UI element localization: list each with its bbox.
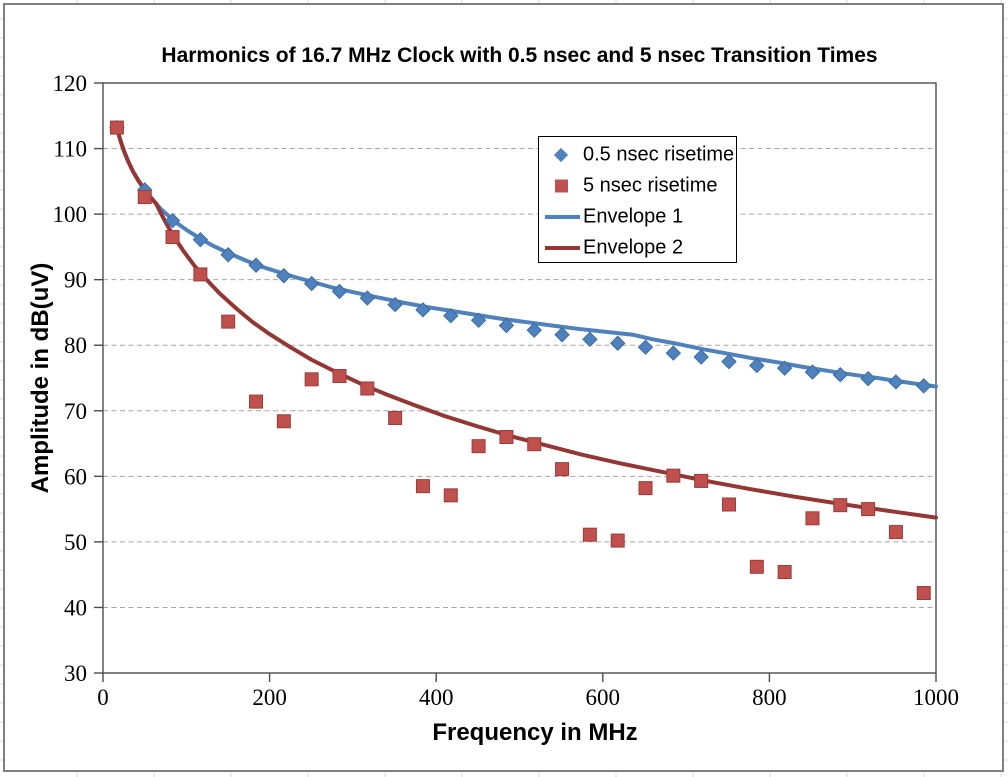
legend-line-swatch: [545, 214, 580, 219]
legend-item-envelope-2: Envelope 2: [539, 232, 736, 263]
marker-5-nsec-risetime: [888, 525, 903, 540]
marker-5-nsec-risetime: [249, 394, 264, 409]
marker-5-nsec-risetime: [749, 559, 764, 574]
marker-5-nsec-risetime: [221, 314, 236, 329]
marker-5-nsec-risetime: [638, 481, 653, 496]
x-tick-label: 800: [752, 685, 787, 710]
x-tick-label: 400: [419, 685, 454, 710]
marker-0-5-nsec-risetime: [832, 367, 848, 383]
x-tick-label: 600: [586, 685, 621, 710]
marker-5-nsec-risetime: [165, 230, 180, 245]
marker-5-nsec-risetime: [137, 190, 152, 205]
marker-5-nsec-risetime: [610, 533, 625, 548]
marker-5-nsec-risetime: [833, 498, 848, 513]
legend-square-marker: [555, 179, 568, 192]
marker-5-nsec-risetime: [388, 410, 403, 425]
marker-0-5-nsec-risetime: [693, 349, 709, 365]
marker-0-5-nsec-risetime: [804, 364, 821, 380]
marker-0-5-nsec-risetime: [554, 327, 570, 343]
y-tick-label: 90: [64, 268, 87, 293]
chart-title: Harmonics of 16.7 MHz Clock with 0.5 nse…: [161, 44, 878, 67]
marker-5-nsec-risetime: [109, 120, 124, 135]
marker-0-5-nsec-risetime: [164, 212, 181, 229]
y-tick-label: 80: [64, 333, 87, 358]
marker-0-5-nsec-risetime: [359, 290, 376, 306]
y-tick-label: 120: [53, 71, 88, 96]
marker-5-nsec-risetime: [415, 479, 430, 494]
marker-5-nsec-risetime: [443, 488, 458, 503]
marker-0-5-nsec-risetime: [916, 378, 932, 394]
marker-5-nsec-risetime: [276, 414, 291, 429]
x-tick-label: 0: [97, 685, 109, 710]
legend-diamond-marker: [553, 147, 569, 162]
legend-label: 0.5 nsec risetime: [583, 143, 735, 165]
marker-0-5-nsec-risetime: [610, 335, 626, 351]
marker-5-nsec-risetime: [777, 565, 792, 580]
marker-0-5-nsec-risetime: [888, 374, 904, 390]
marker-0-5-nsec-risetime: [303, 275, 320, 292]
line-series-envelope-1: [114, 125, 938, 389]
legend-item-0-5-nsec-risetime: 0.5 nsec risetime: [539, 139, 736, 170]
marker-0-5-nsec-risetime: [749, 357, 765, 374]
marker-0-5-nsec-risetime: [276, 268, 292, 284]
marker-5-nsec-risetime: [666, 468, 681, 483]
x-tick-label: 200: [252, 685, 287, 710]
marker-5-nsec-risetime: [193, 267, 208, 282]
legend-line-swatch: [545, 245, 580, 250]
marker-5-nsec-risetime: [721, 497, 736, 512]
marker-0-5-nsec-risetime: [443, 308, 459, 324]
marker-5-nsec-risetime: [527, 437, 542, 452]
marker-0-5-nsec-risetime: [526, 322, 542, 338]
x-tick-label: 1000: [913, 685, 959, 710]
marker-0-5-nsec-risetime: [331, 283, 348, 300]
marker-5-nsec-risetime: [916, 586, 931, 601]
marker-0-5-nsec-risetime: [248, 257, 264, 273]
plot-frame: [102, 82, 937, 674]
marker-0-5-nsec-risetime: [220, 247, 236, 263]
y-tick-label: 110: [53, 137, 87, 162]
marker-0-5-nsec-risetime: [582, 331, 598, 348]
legend-label: Envelope 1: [583, 205, 684, 227]
marker-5-nsec-risetime: [582, 527, 597, 542]
legend-label: Envelope 2: [583, 236, 684, 258]
marker-0-5-nsec-risetime: [415, 302, 431, 318]
x-axis-title: Frequency in MHz: [432, 719, 638, 746]
marker-0-5-nsec-risetime: [637, 339, 654, 355]
y-tick-label: 50: [64, 530, 87, 555]
marker-0-5-nsec-risetime: [776, 360, 793, 376]
marker-5-nsec-risetime: [861, 502, 876, 517]
marker-0-5-nsec-risetime: [721, 353, 737, 370]
marker-0-5-nsec-risetime: [387, 296, 403, 313]
y-axis-title: Amplitude in dB(uV): [27, 262, 54, 494]
legend: 0.5 nsec risetime 5 nsec risetime Envelope…: [538, 136, 737, 263]
y-tick-label: 70: [64, 399, 87, 424]
marker-0-5-nsec-risetime: [860, 370, 876, 387]
marker-5-nsec-risetime: [499, 430, 514, 444]
marker-0-5-nsec-risetime: [665, 345, 682, 361]
y-tick-label: 60: [64, 464, 87, 489]
marker-5-nsec-risetime: [694, 473, 709, 488]
marker-5-nsec-risetime: [555, 462, 570, 477]
marker-5-nsec-risetime: [360, 381, 375, 396]
legend-label: 5 nsec risetime: [583, 174, 718, 196]
marker-5-nsec-risetime: [304, 372, 319, 387]
marker-0-5-nsec-risetime: [498, 317, 515, 334]
marker-0-5-nsec-risetime: [192, 231, 209, 248]
legend-item-envelope-1: Envelope 1: [539, 201, 736, 232]
y-tick-label: 100: [53, 202, 88, 227]
y-tick-label: 40: [64, 595, 87, 620]
marker-0-5-nsec-risetime: [470, 312, 487, 329]
marker-5-nsec-risetime: [471, 439, 486, 454]
marker-5-nsec-risetime: [332, 369, 347, 384]
y-tick-label: 30: [64, 661, 87, 686]
marker-5-nsec-risetime: [805, 511, 820, 526]
legend-item-5-nsec-risetime: 5 nsec risetime: [539, 170, 736, 201]
